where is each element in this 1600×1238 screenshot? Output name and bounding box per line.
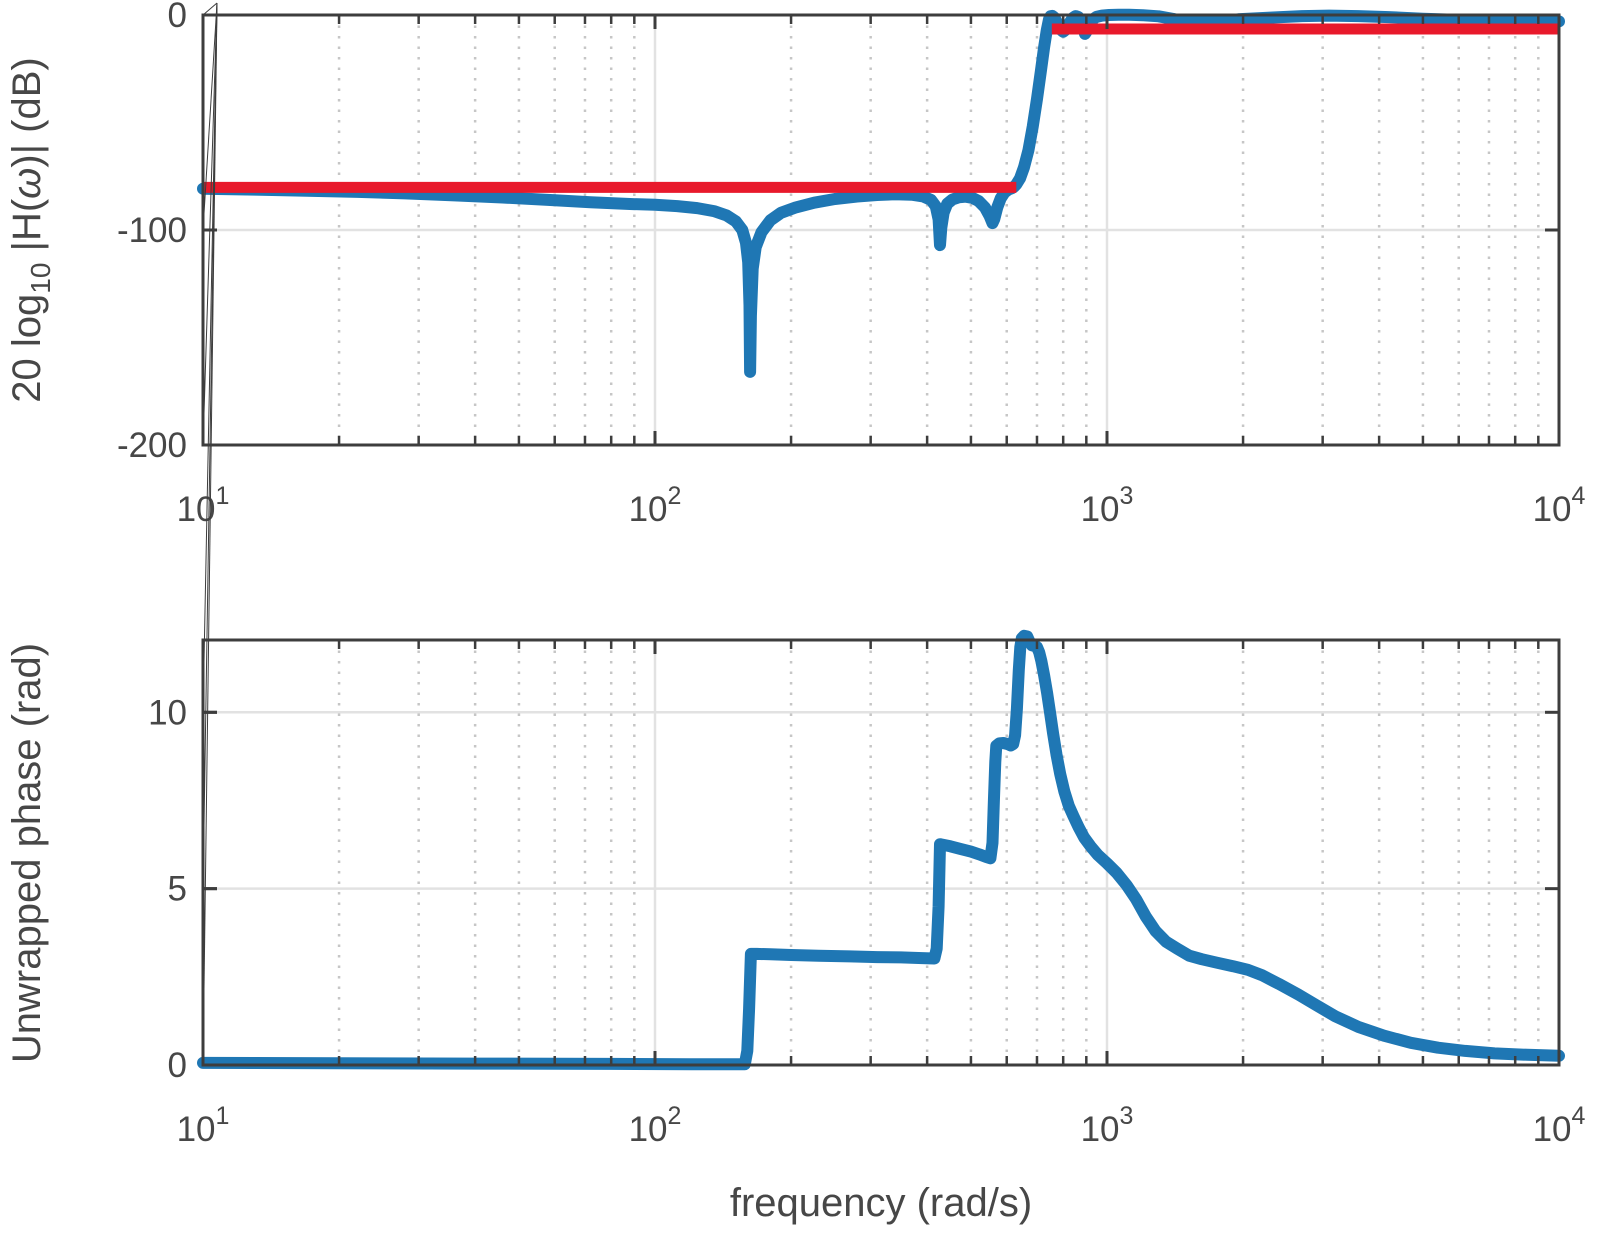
y-tick-label: 0: [168, 0, 187, 35]
axes-box: [201, 638, 1561, 1067]
x-tick-label: 104: [1533, 482, 1586, 529]
y-tick-label: 10: [148, 693, 187, 732]
x-tick-label: 103: [1081, 1102, 1134, 1149]
magnitude-response-plot: 101 102 103 104 0 -100 -200 20 log10 |H(ω)| (dB…: [5, 0, 1586, 529]
y-tick-label: -100: [117, 211, 187, 250]
axis-tick: [202, 2, 218, 231]
axis-tick: [202, 2, 218, 713]
x-tick-label: 102: [629, 482, 682, 529]
y-tick-label: 0: [168, 1046, 187, 1085]
unwrapped-phase-rad-curve: [197, 629, 1565, 1071]
filter-magnitude-dB-curve: [197, 8, 1565, 378]
y-tick-label: -200: [117, 426, 187, 465]
y-tick-label: 5: [168, 870, 187, 909]
x-tick-label: 104: [1533, 1102, 1586, 1149]
magnitude-response-y-axis-title: 20 log10 |H(ω)| (dB): [5, 57, 56, 402]
x-tick-label: 102: [629, 1102, 682, 1149]
axis-tick: [202, 2, 218, 446]
x-axis-title: frequency (rad/s): [730, 1181, 1032, 1225]
axis-tick: [202, 2, 218, 889]
x-tick-label: 101: [177, 1102, 230, 1149]
axis-tick: [202, 2, 218, 16]
x-tick-label: 103: [1081, 482, 1134, 529]
phase-y-axis-title: Unwrapped phase (rad): [5, 643, 49, 1063]
x-tick-label: 101: [177, 482, 230, 529]
unwrapped-phase-plot: 101 102 103 104 0 5 10: [148, 2, 1586, 1149]
